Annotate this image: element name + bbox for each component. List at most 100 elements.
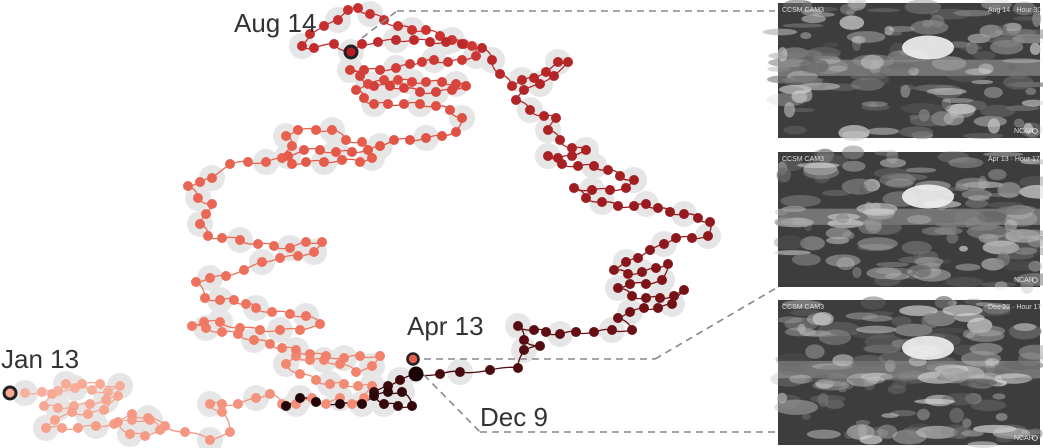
time-step-node-203[interactable] — [477, 43, 487, 53]
time-step-node-163[interactable] — [415, 87, 425, 97]
time-step-node-31[interactable] — [113, 417, 123, 427]
time-step-node-11[interactable] — [39, 401, 49, 411]
time-step-node-121[interactable] — [293, 125, 303, 135]
time-step-node-123[interactable] — [327, 125, 337, 135]
time-step-node-237[interactable] — [597, 197, 607, 207]
time-step-node-213[interactable] — [535, 79, 545, 89]
time-step-node-254[interactable] — [623, 269, 633, 279]
time-step-node-293[interactable] — [407, 401, 417, 411]
time-step-node-199[interactable] — [409, 35, 419, 45]
time-step-node-178[interactable] — [467, 41, 477, 51]
time-step-node-92[interactable] — [191, 277, 201, 287]
time-step-node-164[interactable] — [399, 83, 409, 93]
time-step-node-156[interactable] — [407, 77, 417, 87]
time-step-node-134[interactable] — [315, 145, 325, 155]
time-step-node-43[interactable] — [265, 389, 275, 399]
time-step-node-99[interactable] — [309, 247, 319, 257]
time-step-node-19[interactable] — [67, 407, 77, 417]
time-step-node-141[interactable] — [421, 133, 431, 143]
node-dec9[interactable] — [408, 366, 424, 382]
time-step-node-165[interactable] — [385, 81, 395, 91]
time-step-node-280[interactable] — [519, 335, 529, 345]
time-step-node-98[interactable] — [293, 251, 303, 261]
time-step-node-120[interactable] — [281, 131, 291, 141]
time-step-node-5[interactable] — [103, 387, 113, 397]
time-step-node-23[interactable] — [73, 423, 83, 433]
time-step-node-137[interactable] — [363, 145, 373, 155]
time-step-node-206[interactable] — [507, 81, 517, 91]
time-step-node-267[interactable] — [667, 299, 677, 309]
time-step-node-268[interactable] — [653, 303, 663, 313]
satellite-panel-3[interactable]: CCSM CAM3 Dec 23 · Hour 17 NCAR — [770, 295, 1043, 448]
time-step-node-294[interactable] — [397, 387, 407, 397]
time-step-node-42[interactable] — [251, 393, 261, 403]
time-step-node-62[interactable] — [351, 367, 361, 377]
time-step-node-252[interactable] — [621, 257, 631, 267]
time-step-node-298[interactable] — [335, 399, 345, 409]
time-step-node-169[interactable] — [359, 65, 369, 75]
time-step-node-146[interactable] — [431, 101, 441, 111]
time-step-node-242[interactable] — [665, 207, 675, 217]
time-step-node-233[interactable] — [605, 185, 615, 195]
time-step-node-187[interactable] — [353, 3, 363, 13]
time-step-node-210[interactable] — [553, 57, 563, 67]
time-step-node-176[interactable] — [457, 55, 467, 65]
time-step-node-209[interactable] — [541, 67, 551, 77]
time-step-node-236[interactable] — [581, 193, 591, 203]
time-step-node-70[interactable] — [277, 343, 287, 353]
node-aug14[interactable] — [343, 44, 359, 60]
time-step-node-132[interactable] — [283, 151, 293, 161]
time-step-node-184[interactable] — [393, 21, 403, 31]
time-step-node-271[interactable] — [613, 313, 623, 323]
time-step-node-239[interactable] — [629, 201, 639, 211]
time-step-node-245[interactable] — [705, 217, 715, 227]
time-step-node-283[interactable] — [513, 363, 523, 373]
time-step-node-84[interactable] — [301, 311, 311, 321]
time-step-node-152[interactable] — [351, 85, 361, 95]
time-step-node-63[interactable] — [367, 361, 377, 371]
time-step-node-244[interactable] — [693, 213, 703, 223]
time-step-node-14[interactable] — [85, 399, 95, 409]
time-step-node-177[interactable] — [471, 51, 481, 61]
time-step-node-297[interactable] — [357, 399, 367, 409]
time-step-node-9[interactable] — [61, 379, 71, 389]
time-step-node-188[interactable] — [343, 5, 353, 15]
time-step-node-40[interactable] — [217, 399, 227, 409]
time-step-node-77[interactable] — [199, 317, 209, 327]
time-step-node-24[interactable] — [91, 421, 101, 431]
time-step-node-249[interactable] — [659, 239, 669, 249]
time-step-node-96[interactable] — [257, 257, 267, 267]
time-step-node-68[interactable] — [305, 349, 315, 359]
time-step-node-100[interactable] — [317, 237, 327, 247]
time-step-node-149[interactable] — [383, 99, 393, 109]
node-jan13[interactable] — [2, 385, 18, 401]
time-step-node-207[interactable] — [517, 75, 527, 85]
time-step-node-119[interactable] — [287, 141, 297, 151]
time-step-node-281[interactable] — [535, 341, 545, 351]
time-step-node-52[interactable] — [353, 381, 363, 391]
time-step-node-34[interactable] — [160, 421, 170, 431]
time-step-node-220[interactable] — [555, 135, 565, 145]
time-step-node-251[interactable] — [633, 253, 643, 263]
time-step-node-260[interactable] — [625, 279, 635, 289]
time-step-node-116[interactable] — [243, 157, 253, 167]
time-step-node-110[interactable] — [207, 199, 217, 209]
time-step-node-288[interactable] — [395, 375, 405, 385]
satellite-panel-1[interactable]: CCSM CAM3 Aug 14 · Hour 30 NCAR — [762, 0, 1043, 141]
time-step-node-270[interactable] — [625, 307, 635, 317]
time-step-node-229[interactable] — [603, 165, 613, 175]
time-step-node-109[interactable] — [201, 209, 211, 219]
time-step-node-191[interactable] — [305, 29, 315, 39]
time-step-node-183[interactable] — [407, 25, 417, 35]
time-step-node-117[interactable] — [261, 157, 271, 167]
time-step-node-194[interactable] — [329, 39, 339, 49]
time-step-node-173[interactable] — [417, 57, 427, 67]
time-step-node-140[interactable] — [405, 135, 415, 145]
time-step-node-296[interactable] — [369, 391, 379, 401]
time-step-node-226[interactable] — [557, 159, 567, 169]
time-step-node-128[interactable] — [337, 155, 347, 165]
time-step-node-72[interactable] — [249, 335, 259, 345]
time-step-node-232[interactable] — [621, 183, 631, 193]
time-step-node-230[interactable] — [615, 171, 625, 181]
time-step-node-212[interactable] — [549, 71, 559, 81]
